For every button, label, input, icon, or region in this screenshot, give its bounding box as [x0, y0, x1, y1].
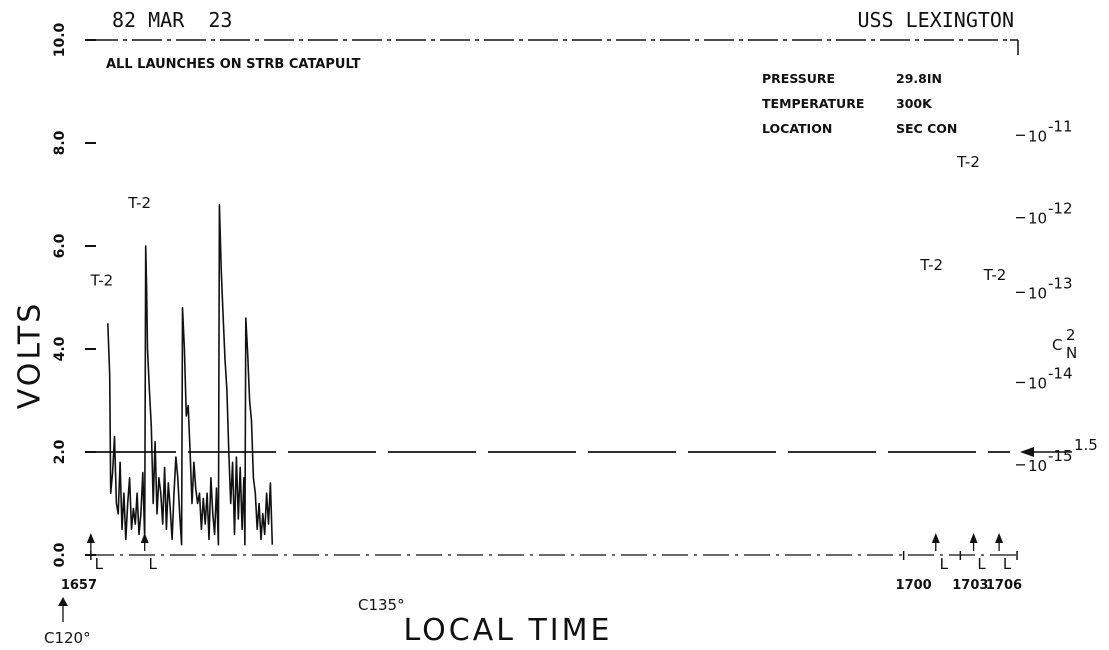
launch-label: L	[1003, 555, 1012, 573]
y-tick-label: 0.0	[52, 542, 68, 567]
c120-label: C120°	[44, 629, 91, 647]
x-tick-label: 1700	[896, 578, 932, 593]
ship-name: USS LEXINGTON	[857, 8, 1014, 32]
right-tick-exponent: -14	[1048, 364, 1073, 382]
peak-label: T-2	[983, 266, 1007, 284]
right-tick-base: 10	[1028, 127, 1047, 145]
launch-arrow-head	[969, 533, 978, 543]
launch-arrow-head	[995, 533, 1004, 543]
peak-labels: T-2 T-2 T-2 T-2 T-2	[89, 153, 1006, 289]
date-label: 82 MAR 23	[112, 8, 232, 32]
launch-arrow-head	[140, 533, 149, 543]
launch-note: ALL LAUNCHES ON STRB CATAPULT	[106, 57, 361, 72]
y-tick-label: 2.0	[52, 439, 68, 464]
right-tick-exponent: -11	[1048, 117, 1073, 135]
right-tick-exponent: -12	[1048, 200, 1073, 218]
peak-label: T-2	[956, 153, 980, 171]
y-tick-label: 4.0	[52, 336, 68, 361]
y-tick-label: 10.0	[52, 22, 68, 57]
c120-annotation: C120°	[44, 597, 91, 647]
y-axis-ticks: 0.0 2.0 4.0 6.0 8.0 10.0	[52, 22, 96, 567]
right-tick-exponent: -15	[1048, 447, 1073, 465]
x-tick-label: 1657	[61, 578, 97, 593]
right-tick-base: 10	[1028, 284, 1047, 302]
temperature-label: TEMPERATURE	[762, 96, 864, 111]
y-axis-title: VOLTS	[13, 301, 48, 410]
right-axis-label: C	[1052, 336, 1062, 354]
y-tick-label: 6.0	[52, 233, 68, 258]
x-tick-label: 1703	[952, 578, 988, 593]
peak-label: T-2	[127, 194, 151, 212]
right-tick-base: 10	[1028, 210, 1047, 228]
plot-frame	[88, 39, 1020, 556]
level-marker-arrow	[1020, 447, 1034, 457]
location-label: LOCATION	[762, 121, 832, 136]
series-layer	[107, 204, 274, 546]
x-tick-label: 1706	[986, 578, 1022, 593]
voltage-series-line	[107, 204, 274, 546]
location-value: SEC CON	[896, 121, 957, 136]
launch-label: L	[95, 555, 104, 573]
right-tick-base: 10	[1028, 457, 1047, 475]
y-tick-label: 8.0	[52, 130, 68, 155]
pressure-label: PRESSURE	[762, 71, 835, 86]
pressure-value: 29.8IN	[896, 71, 942, 86]
c120-arrow-head	[58, 597, 68, 606]
x-axis-title: LOCAL TIME	[404, 613, 613, 648]
peak-label: T-2	[919, 256, 943, 274]
c135-label: C135°	[358, 596, 405, 614]
launch-arrow-head	[86, 533, 95, 543]
launch-label: L	[149, 555, 158, 573]
right-axis-superscript: 2	[1066, 326, 1076, 344]
right-axis-subscript: N	[1066, 344, 1077, 362]
right-tick-base: 10	[1028, 374, 1047, 392]
conditions-block: PRESSURE 29.8IN TEMPERATURE 300K LOCATIO…	[762, 71, 957, 136]
launch-label: L	[977, 555, 986, 573]
peak-label: T-2	[89, 271, 113, 289]
launch-label: L	[940, 555, 949, 573]
right-tick-exponent: -13	[1048, 274, 1073, 292]
temperature-value: 300K	[896, 96, 933, 111]
launch-arrow-head	[931, 533, 940, 543]
level-marker-label: 1.5	[1074, 436, 1098, 454]
